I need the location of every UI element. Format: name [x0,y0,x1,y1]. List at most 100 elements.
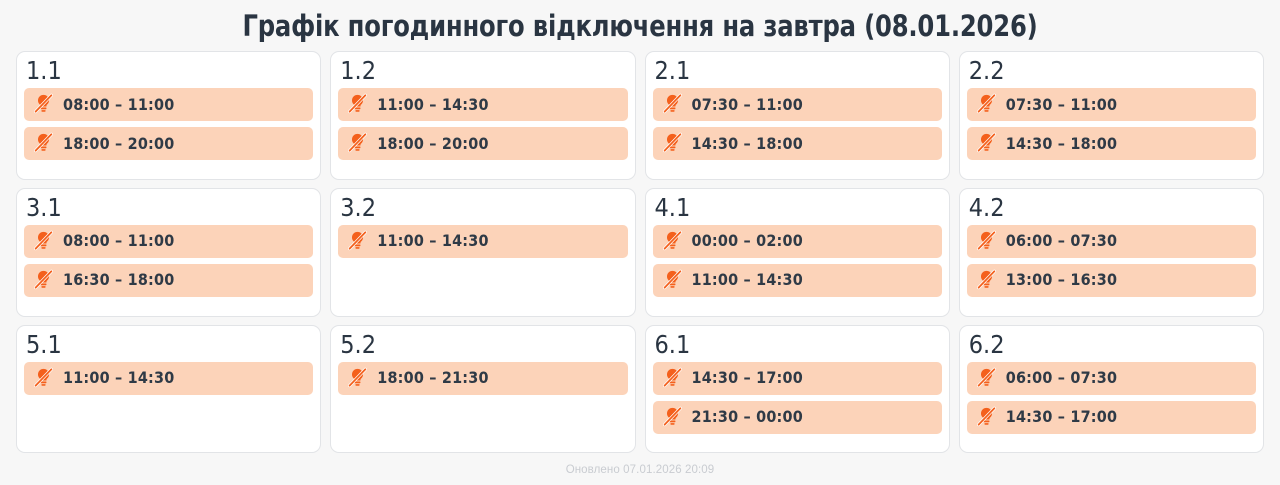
outage-slot[interactable]: 14:30 – 18:00 [966,127,1256,160]
outage-slot-time: 11:00 – 14:30 [63,368,175,388]
outage-slot-time: 07:30 – 11:00 [1005,94,1118,114]
outage-slot-time: 06:00 – 07:30 [1005,231,1118,251]
outage-slot[interactable]: 18:00 – 21:30 [338,361,628,395]
outage-slot-list: 11:00 – 14:30 [24,361,314,395]
lightbulb-slash-icon [662,269,683,290]
outage-group-label: 4.2 [968,192,1005,222]
outage-slot-time: 14:30 – 17:00 [691,368,803,388]
outage-group-card-1.2[interactable]: 1.2 11:00 – 14:30 [330,51,636,180]
lightbulb-slash-icon [33,230,54,251]
outage-slot-time: 13:00 – 16:30 [1005,270,1118,290]
outage-group-label: 3.2 [340,192,377,222]
outage-slot[interactable]: 06:00 – 07:30 [966,361,1256,395]
outage-slot-list: 08:00 – 11:00 16:30 – 18:00 [24,224,314,297]
outage-group-label: 4.1 [654,192,691,222]
outage-slot-list: 18:00 – 21:30 [338,361,628,395]
outage-slot[interactable]: 14:30 – 17:00 [966,400,1256,434]
outage-slot-time: 14:30 – 18:00 [1005,133,1118,153]
outage-group-card-4.1[interactable]: 4.1 00:00 – 02:00 [644,187,950,317]
lightbulb-slash-icon [662,93,683,114]
outage-group-label: 1.2 [340,56,377,85]
lightbulb-slash-icon [347,230,368,251]
outage-slot[interactable]: 11:00 – 14:30 [24,361,314,395]
outage-slot-time: 07:30 – 11:00 [691,94,803,114]
outage-slot[interactable]: 14:30 – 17:00 [652,361,942,395]
outage-slot[interactable]: 07:30 – 11:00 [966,88,1256,121]
lightbulb-slash-icon [662,367,683,388]
lightbulb-slash-icon [33,269,54,290]
outage-slot[interactable]: 11:00 – 14:30 [338,88,628,121]
outage-slot[interactable]: 21:30 – 00:00 [652,400,942,434]
outage-slot[interactable]: 08:00 – 11:00 [24,88,314,121]
outage-slot-time: 00:00 – 02:00 [691,231,803,251]
outage-slot-time: 18:00 – 20:00 [377,133,489,153]
outage-slot-time: 11:00 – 14:30 [377,231,489,251]
outage-slot-list: 07:30 – 11:00 14:30 – 18:00 [966,88,1256,160]
outage-group-card-5.2[interactable]: 5.2 18:00 – 21:30 [330,324,636,454]
outage-group-label: 2.2 [968,56,1005,85]
outage-slot-list: 06:00 – 07:30 14:30 – 17:00 [966,361,1256,434]
outage-slot-time: 18:00 – 21:30 [377,368,489,388]
outage-slot-time: 11:00 – 14:30 [377,94,489,114]
outage-group-card-1.1[interactable]: 1.1 08:00 – 11:00 [16,51,322,180]
outage-slot[interactable]: 14:30 – 18:00 [652,127,942,160]
outage-slot-time: 16:30 – 18:00 [63,270,175,290]
lightbulb-slash-icon [976,406,997,427]
outage-group-card-2.2[interactable]: 2.2 07:30 – 11:00 [958,51,1264,180]
outage-slot[interactable]: 08:00 – 11:00 [24,224,314,258]
lightbulb-slash-icon [662,230,683,251]
outage-slot[interactable]: 06:00 – 07:30 [966,224,1256,258]
lightbulb-slash-icon [976,367,997,388]
outage-group-card-6.1[interactable]: 6.1 14:30 – 17:00 [644,324,950,454]
outage-slot-list: 14:30 – 17:00 21:30 – 00:00 [652,361,942,434]
lightbulb-slash-icon [662,132,683,153]
lightbulb-slash-icon [33,367,54,388]
outage-slot-time: 08:00 – 11:00 [63,94,175,114]
outage-group-label: 5.2 [340,329,377,359]
outage-slot-time: 06:00 – 07:30 [1005,368,1118,388]
outage-group-label: 1.1 [26,56,62,85]
outage-slot[interactable]: 11:00 – 14:30 [338,224,628,258]
outage-slot-list: 11:00 – 14:30 18:00 – 20:00 [338,88,628,160]
outage-slot-time: 14:30 – 18:00 [691,133,803,153]
outage-slot-list: 11:00 – 14:30 [338,224,628,258]
outage-group-label: 3.1 [26,192,62,222]
outage-group-label: 5.1 [26,329,62,359]
lightbulb-slash-icon [347,132,368,153]
outage-slot-time: 21:30 – 00:00 [691,407,803,427]
lightbulb-slash-icon [662,406,683,427]
outage-group-card-6.2[interactable]: 6.2 06:00 – 07:30 [958,324,1264,454]
lightbulb-slash-icon [976,230,997,251]
outage-slot-time: 18:00 – 20:00 [63,133,175,153]
outage-slot[interactable]: 00:00 – 02:00 [652,224,942,258]
outage-group-card-5.1[interactable]: 5.1 11:00 – 14:30 [16,324,322,454]
outage-slot[interactable]: 16:30 – 18:00 [24,263,314,297]
outage-slot-list: 00:00 – 02:00 11:00 – 14:30 [652,224,942,297]
outage-group-card-3.2[interactable]: 3.2 11:00 – 14:30 [330,187,636,317]
outage-slot-time: 08:00 – 11:00 [63,231,175,251]
outage-slot-time: 11:00 – 14:30 [691,270,803,290]
outage-group-label: 2.1 [654,56,691,85]
lightbulb-slash-icon [976,93,997,114]
outage-slot[interactable]: 07:30 – 11:00 [652,88,942,121]
outage-slot[interactable]: 18:00 – 20:00 [338,127,628,160]
lightbulb-slash-icon [33,93,54,114]
lightbulb-slash-icon [976,269,997,290]
outage-group-card-2.1[interactable]: 2.1 07:30 – 11:00 [644,51,950,180]
outage-slot[interactable]: 11:00 – 14:30 [652,263,942,297]
outage-slot-time: 14:30 – 17:00 [1005,407,1118,427]
outage-group-card-3.1[interactable]: 3.1 08:00 – 11:00 [16,187,322,317]
lightbulb-slash-icon [33,132,54,153]
outage-group-label: 6.1 [654,329,691,359]
lightbulb-slash-icon [976,132,997,153]
outage-group-card-4.2[interactable]: 4.2 06:00 – 07:30 [958,187,1264,317]
outage-group-label: 6.2 [968,329,1005,359]
outage-groups-grid: 1.1 08:00 – 11:00 [0,43,1280,454]
lightbulb-slash-icon [347,93,368,114]
outage-slot[interactable]: 13:00 – 16:30 [966,263,1256,297]
updated-timestamp: Оновлено 07.01.2026 20:09 [565,463,715,476]
outage-slot-list: 07:30 – 11:00 14:30 – 18:00 [652,88,942,160]
outage-slot[interactable]: 18:00 – 20:00 [24,127,314,160]
outage-slot-list: 08:00 – 11:00 18:00 – 20:00 [24,88,314,160]
